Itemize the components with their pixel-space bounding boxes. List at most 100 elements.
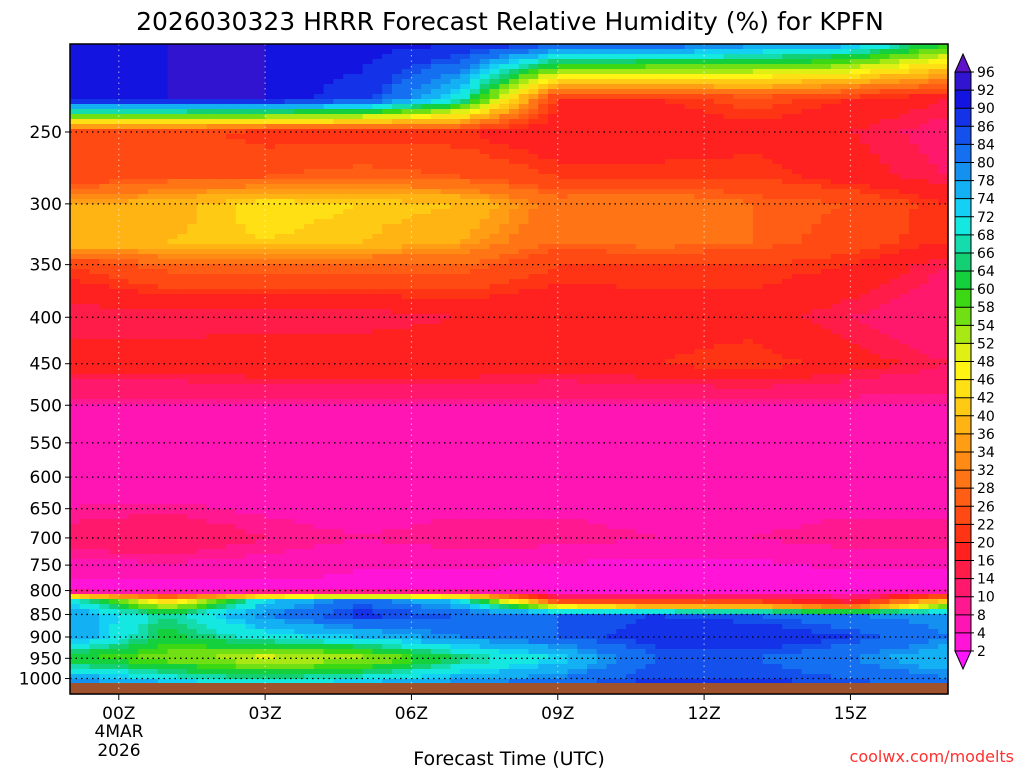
- heatmap-cell: [206, 294, 217, 300]
- heatmap-cell: [294, 164, 305, 170]
- heatmap-cell: [226, 149, 237, 155]
- heatmap-cell: [167, 214, 178, 220]
- heatmap-cell: [323, 464, 334, 470]
- heatmap-cell: [148, 669, 159, 675]
- heatmap-cell: [138, 559, 149, 565]
- heatmap-cell: [177, 299, 188, 305]
- heatmap-cell: [128, 679, 139, 685]
- heatmap-cell: [148, 134, 159, 140]
- heatmap-cell: [382, 249, 393, 255]
- heatmap-cell: [99, 399, 110, 405]
- heatmap-cell: [352, 504, 364, 510]
- heatmap-cell: [323, 669, 334, 675]
- heatmap-cell: [411, 509, 422, 515]
- heatmap-cell: [235, 539, 247, 545]
- heatmap-cell: [99, 664, 110, 670]
- heatmap-cell: [157, 649, 169, 655]
- heatmap-cell: [255, 319, 266, 325]
- heatmap-cell: [440, 89, 452, 95]
- heatmap-cell: [255, 154, 266, 160]
- heatmap-cell: [128, 589, 139, 595]
- heatmap-cell: [187, 219, 198, 225]
- heatmap-cell: [89, 444, 100, 450]
- heatmap-cell: [421, 534, 432, 540]
- heatmap-cell: [274, 669, 286, 675]
- heatmap-cell: [430, 514, 442, 520]
- heatmap-cell: [333, 379, 344, 385]
- heatmap-cell: [294, 619, 305, 625]
- heatmap-cell: [157, 584, 169, 590]
- heatmap-cell: [206, 229, 217, 235]
- heatmap-cell: [430, 174, 442, 180]
- heatmap-cell: [265, 159, 276, 165]
- heatmap-cell: [128, 564, 139, 570]
- heatmap-cell: [226, 314, 237, 320]
- heatmap-cell: [333, 239, 344, 245]
- heatmap-cell: [157, 234, 169, 240]
- heatmap-cell: [89, 139, 100, 145]
- heatmap-cell: [294, 54, 305, 60]
- heatmap-cell: [226, 439, 237, 445]
- heatmap-cell: [304, 209, 315, 215]
- heatmap-cell: [265, 74, 276, 80]
- heatmap-cell: [118, 429, 130, 435]
- heatmap-cell: [235, 654, 247, 660]
- heatmap-cell: [430, 239, 442, 245]
- heatmap-cell: [70, 434, 81, 440]
- heatmap-cell: [206, 599, 217, 605]
- heatmap-cell: [304, 499, 315, 505]
- heatmap-cell: [167, 289, 178, 295]
- heatmap-cell: [206, 644, 217, 650]
- heatmap-cell: [128, 599, 139, 605]
- heatmap-cell: [401, 674, 413, 680]
- heatmap-cell: [323, 399, 334, 405]
- heatmap-cell: [391, 109, 403, 115]
- heatmap-cell: [265, 364, 276, 370]
- heatmap-cell: [294, 189, 305, 195]
- heatmap-cell: [294, 444, 305, 450]
- heatmap-cell: [255, 79, 266, 85]
- heatmap-cell: [187, 274, 198, 280]
- heatmap-cell: [216, 419, 227, 425]
- heatmap-cell: [411, 559, 422, 565]
- heatmap-cell: [313, 99, 325, 105]
- heatmap-cell: [196, 529, 208, 535]
- heatmap-cell: [177, 64, 188, 70]
- heatmap-cell: [304, 549, 315, 555]
- heatmap-cell: [109, 244, 120, 250]
- heatmap-cell: [157, 624, 169, 630]
- heatmap-cell: [245, 424, 256, 430]
- heatmap-cell: [109, 184, 120, 190]
- heatmap-cell: [401, 544, 413, 550]
- heatmap-cell: [148, 44, 159, 50]
- heatmap-cell: [245, 269, 256, 275]
- heatmap-cell: [216, 44, 227, 50]
- heatmap-cell: [362, 644, 374, 650]
- heatmap-cell: [89, 584, 100, 590]
- heatmap-cell: [245, 144, 256, 150]
- heatmap-cell: [343, 529, 354, 535]
- heatmap-cell: [401, 374, 413, 380]
- heatmap-cell: [226, 159, 237, 165]
- heatmap-cell: [128, 199, 139, 205]
- heatmap-cell: [70, 589, 81, 595]
- heatmap-cell: [255, 369, 266, 375]
- heatmap-cell: [138, 399, 149, 405]
- heatmap-cell: [440, 169, 452, 175]
- heatmap-cell: [362, 464, 374, 470]
- heatmap-cell: [70, 49, 81, 55]
- heatmap-cell: [333, 264, 344, 270]
- heatmap-cell: [157, 599, 169, 605]
- heatmap-cell: [382, 59, 393, 65]
- heatmap-cell: [265, 389, 276, 395]
- heatmap-cell: [79, 459, 91, 465]
- heatmap-cell: [411, 204, 422, 210]
- heatmap-cell: [304, 519, 315, 525]
- heatmap-cell: [177, 369, 188, 375]
- heatmap-cell: [294, 519, 305, 525]
- heatmap-cell: [138, 584, 149, 590]
- heatmap-cell: [421, 634, 432, 640]
- heatmap-cell: [323, 259, 334, 265]
- heatmap-cell: [333, 669, 344, 675]
- heatmap-cell: [128, 319, 139, 325]
